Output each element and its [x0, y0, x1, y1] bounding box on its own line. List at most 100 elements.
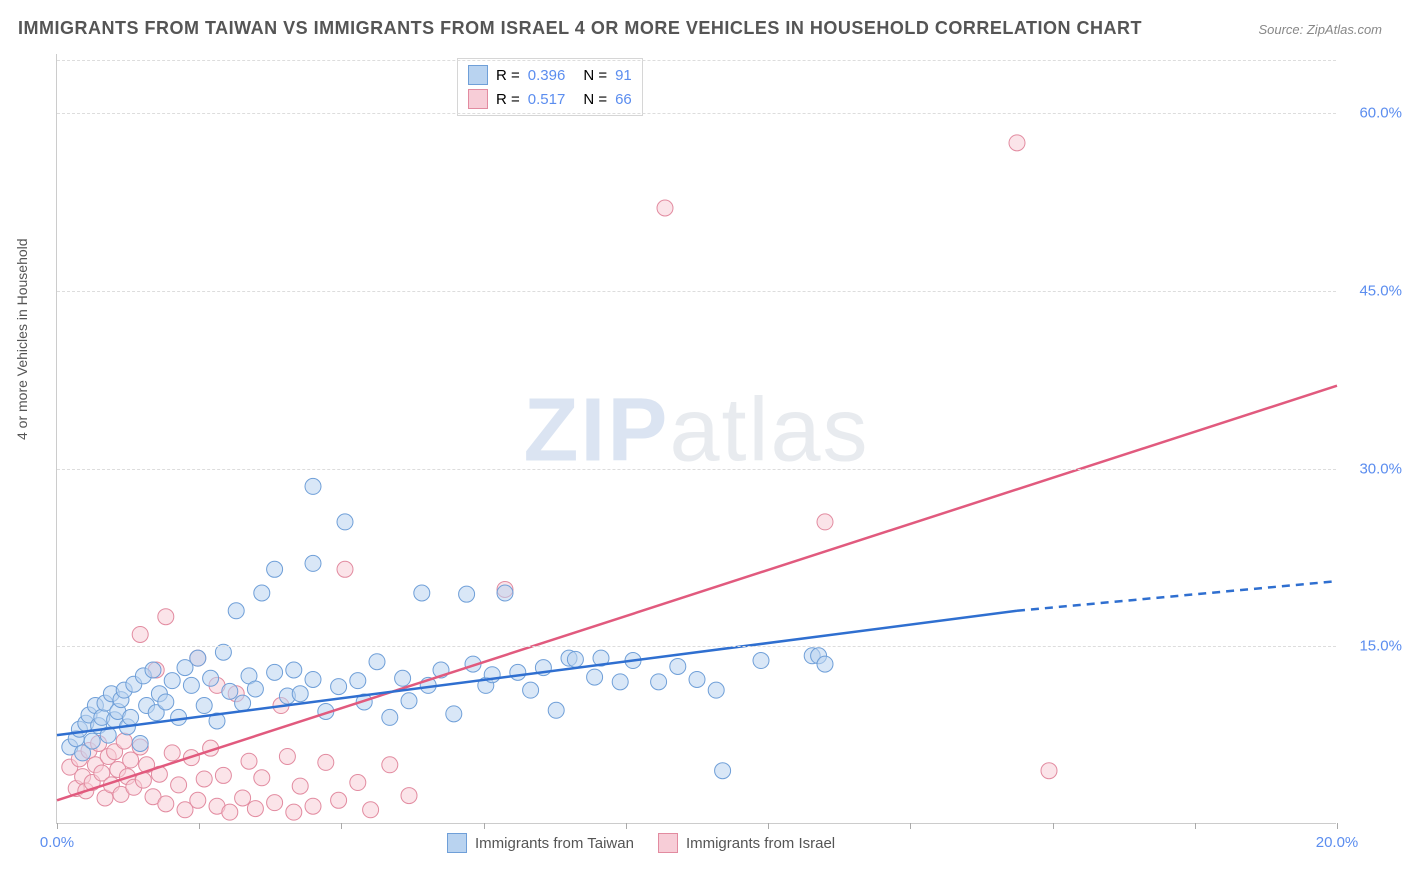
scatter-point — [247, 681, 263, 697]
scatter-point — [292, 686, 308, 702]
y-axis-label: 4 or more Vehicles in Household — [14, 238, 30, 440]
scatter-point — [215, 767, 231, 783]
scatter-point — [132, 735, 148, 751]
xtick-label: 0.0% — [40, 834, 74, 851]
scatter-point — [254, 585, 270, 601]
scatter-point — [567, 651, 583, 667]
xtick-label: 20.0% — [1316, 834, 1359, 851]
scatter-point — [369, 654, 385, 670]
gridline — [57, 113, 1336, 114]
scatter-point — [817, 514, 833, 530]
ytick-label: 30.0% — [1359, 460, 1402, 477]
trend-line — [57, 386, 1337, 801]
legend-label-israel: Immigrants from Israel — [686, 835, 835, 852]
scatter-point — [228, 603, 244, 619]
scatter-point — [286, 662, 302, 678]
scatter-point — [196, 698, 212, 714]
scatter-point — [190, 650, 206, 666]
scatter-point — [548, 702, 564, 718]
swatch-israel-icon — [658, 833, 678, 853]
gridline — [57, 60, 1336, 61]
xtick — [768, 823, 769, 829]
legend-item-israel: Immigrants from Israel — [658, 833, 835, 853]
scatter-point — [446, 706, 462, 722]
scatter-point — [651, 674, 667, 690]
scatter-point — [190, 792, 206, 808]
scatter-point — [158, 694, 174, 710]
legend-item-taiwan: Immigrants from Taiwan — [447, 833, 634, 853]
scatter-point — [753, 653, 769, 669]
scatter-point — [247, 801, 263, 817]
scatter-point — [241, 753, 257, 769]
scatter-point — [670, 658, 686, 674]
xtick — [484, 823, 485, 829]
scatter-point — [337, 514, 353, 530]
scatter-point — [132, 626, 148, 642]
xtick — [341, 823, 342, 829]
scatter-point — [158, 796, 174, 812]
scatter-point — [331, 792, 347, 808]
scatter-point — [164, 673, 180, 689]
scatter-point — [382, 709, 398, 725]
scatter-point — [286, 804, 302, 820]
scatter-point — [305, 478, 321, 494]
scatter-point — [145, 662, 161, 678]
xtick — [57, 823, 58, 829]
scatter-point — [171, 709, 187, 725]
trend-line — [1017, 581, 1337, 611]
gridline — [57, 646, 1336, 647]
scatter-point — [331, 679, 347, 695]
scatter-point — [523, 682, 539, 698]
scatter-point — [318, 754, 334, 770]
xtick — [626, 823, 627, 829]
scatter-point — [459, 586, 475, 602]
plot-svg — [57, 54, 1336, 823]
scatter-point — [689, 671, 705, 687]
scatter-point — [414, 585, 430, 601]
source-label: Source: ZipAtlas.com — [1258, 22, 1382, 37]
scatter-point — [158, 609, 174, 625]
scatter-point — [171, 777, 187, 793]
gridline — [57, 469, 1336, 470]
scatter-point — [382, 757, 398, 773]
scatter-point — [235, 790, 251, 806]
xtick — [199, 823, 200, 829]
ytick-label: 15.0% — [1359, 638, 1402, 655]
xtick — [1337, 823, 1338, 829]
scatter-point — [222, 683, 238, 699]
ytick-label: 60.0% — [1359, 105, 1402, 122]
scatter-point — [657, 200, 673, 216]
scatter-point — [116, 733, 132, 749]
scatter-point — [267, 561, 283, 577]
scatter-point — [305, 555, 321, 571]
scatter-point — [395, 670, 411, 686]
scatter-point — [1041, 763, 1057, 779]
xtick — [1053, 823, 1054, 829]
scatter-point — [1009, 135, 1025, 151]
chart-title: IMMIGRANTS FROM TAIWAN VS IMMIGRANTS FRO… — [18, 18, 1142, 39]
scatter-point — [305, 798, 321, 814]
scatter-point — [267, 664, 283, 680]
scatter-point — [587, 669, 603, 685]
scatter-point — [715, 763, 731, 779]
legend-label-taiwan: Immigrants from Taiwan — [475, 835, 634, 852]
scatter-point — [817, 656, 833, 672]
scatter-point — [235, 695, 251, 711]
scatter-point — [305, 671, 321, 687]
scatter-point — [510, 664, 526, 680]
swatch-taiwan-icon — [447, 833, 467, 853]
scatter-point — [254, 770, 270, 786]
scatter-point — [350, 775, 366, 791]
ytick-label: 45.0% — [1359, 282, 1402, 299]
gridline — [57, 291, 1336, 292]
trend-line — [57, 611, 1017, 735]
scatter-point — [363, 802, 379, 818]
scatter-point — [203, 670, 219, 686]
scatter-point — [196, 771, 212, 787]
scatter-point — [401, 693, 417, 709]
scatter-point — [279, 748, 295, 764]
scatter-point — [292, 778, 308, 794]
scatter-point — [612, 674, 628, 690]
scatter-point — [350, 673, 366, 689]
scatter-point — [267, 795, 283, 811]
